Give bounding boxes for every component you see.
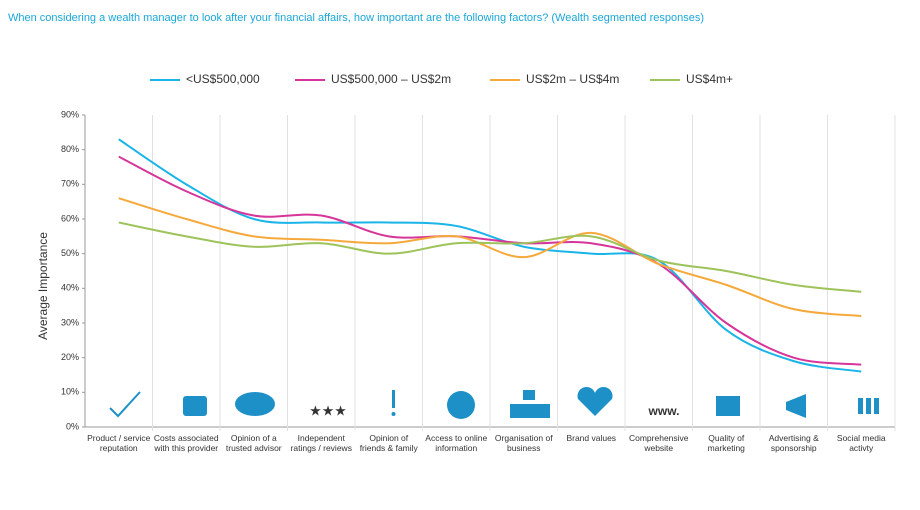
x-tick-label: Social media activty <box>836 433 886 453</box>
y-tick-label: 90% <box>61 109 79 119</box>
legend-label: US$4m+ <box>686 72 733 86</box>
line <box>118 197 862 318</box>
y-tick-label: 0% <box>66 421 79 431</box>
svg-text:www.: www. <box>648 404 680 418</box>
legend-label: US$2m – US$4m <box>526 72 619 86</box>
y-tick-label: 30% <box>61 317 79 327</box>
y-tick-label: 20% <box>61 352 79 362</box>
x-tick-label: Opinion of friends & family <box>359 433 418 453</box>
y-tick-label: 50% <box>61 248 79 258</box>
y-axis-label: Average Importance <box>36 232 50 340</box>
x-tick-label: Access to online information <box>425 433 488 453</box>
line <box>118 221 862 293</box>
x-tick-label: Brand values <box>566 433 617 443</box>
line <box>118 155 862 366</box>
svg-text:★★★: ★★★ <box>309 403 347 419</box>
x-tick-label: Opinion of a trusted advisor <box>225 433 282 453</box>
legend-label: US$500,000 – US$2m <box>331 72 451 86</box>
chart-title: When considering a wealth manager to loo… <box>8 12 705 24</box>
y-tick-label: 80% <box>61 144 79 154</box>
icons: ★★★ www. <box>109 386 879 419</box>
x-tick-label: Product / service reputation <box>87 433 151 453</box>
x-tick-label: Organisation of business <box>494 433 553 453</box>
y-tick-label: 10% <box>61 387 79 397</box>
x-tick-label: Costs associated with this provider <box>153 433 219 453</box>
y-tick-label: 40% <box>61 283 79 293</box>
legend-label: <US$500,000 <box>186 72 260 86</box>
line <box>118 138 862 373</box>
x-tick-label: Quality of marketing <box>707 433 745 453</box>
x-tick-label: Advertising & sponsorship <box>768 433 819 453</box>
x-tick-label: Independent ratings / reviews <box>290 433 352 453</box>
x-tick-label: Comprehensive website <box>628 433 689 453</box>
y-tick-label: 60% <box>61 213 79 223</box>
y-tick-label: 70% <box>61 179 79 189</box>
